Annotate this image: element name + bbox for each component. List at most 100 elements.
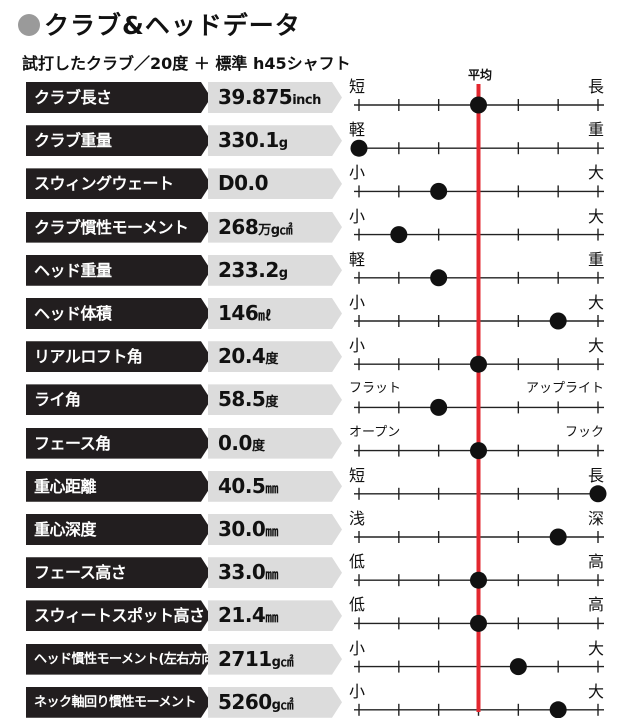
row-value: 20.4度: [208, 341, 342, 372]
row-name: ヘッド体積: [26, 298, 211, 329]
scale-left-label: 浅: [349, 509, 366, 528]
data-point-marker: [430, 269, 448, 287]
row-value-unit: ㎜: [265, 481, 278, 497]
scale-right-label: 大: [587, 206, 604, 226]
row-name: ライ角: [26, 384, 211, 415]
data-point-marker: [470, 355, 487, 373]
row-value: 21.4㎜: [208, 600, 342, 631]
row-name: 重心距離: [26, 471, 211, 502]
scale-left-label: 低: [349, 552, 366, 572]
row-value: D0.0: [208, 168, 342, 199]
data-point-marker: [390, 226, 408, 244]
scale-right-label: 重: [587, 249, 604, 269]
data-point-marker: [509, 658, 527, 676]
data-point-marker: [549, 701, 567, 718]
row-value: 30.0㎜: [208, 514, 342, 545]
row-value-unit: g: [278, 136, 288, 152]
scale-left-label: 低: [349, 595, 366, 615]
row-value-number: 330.1: [218, 128, 279, 153]
row-value-number: 5260: [218, 689, 272, 714]
row-name: スウィートスポット高さ: [26, 600, 211, 631]
scale-right-label: 高: [587, 552, 604, 572]
row-value-number: 58.5: [218, 387, 266, 412]
table-row: フェース角 0.0度 オープン フック: [0, 423, 640, 466]
row-value: 39.875inch: [208, 82, 342, 113]
row-value: 5260g㎠: [208, 687, 342, 718]
data-point-marker: [589, 485, 607, 503]
row-value-unit: g㎠: [271, 654, 293, 670]
row-value-unit: ㎜: [265, 611, 278, 627]
bullet-circle-icon: [18, 14, 40, 36]
data-point-marker: [549, 528, 567, 546]
row-value-unit: ㎖: [258, 309, 271, 324]
row-name: ヘッド重量: [26, 255, 211, 286]
data-point-marker: [470, 571, 487, 589]
row-value-number: 0.0: [218, 430, 252, 455]
table-row: クラブ重量 330.1g 軽重: [0, 120, 640, 163]
row-value: 33.0㎜: [208, 557, 342, 588]
scale-right-label: 長: [587, 77, 604, 96]
data-point-marker: [430, 398, 448, 416]
row-value-unit: 度: [265, 352, 278, 368]
scale-left-label: フラット: [349, 381, 402, 397]
scale-left-label: 小: [349, 336, 366, 356]
row-value-number: D0.0: [218, 171, 269, 196]
scale-right-label: 大: [587, 163, 604, 183]
row-value: 233.2g: [208, 255, 342, 286]
data-point-marker: [470, 614, 487, 632]
scale-right-label: 重: [587, 120, 604, 140]
row-value-unit: g㎠: [271, 697, 293, 713]
scale-left-label: 小: [349, 293, 366, 312]
table-row: クラブ長さ 39.875inch 短長: [0, 77, 640, 120]
row-name: ネック軸回り慣性モーメント: [26, 687, 211, 718]
row-value-number: 20.4: [218, 344, 266, 369]
chart-title: クラブ&ヘッドデータ: [18, 6, 301, 42]
row-value: 58.5度: [208, 384, 342, 415]
scale-left-label: 小: [349, 163, 366, 183]
scale-right-label: 大: [587, 293, 604, 312]
scale-right-label: 大: [587, 681, 604, 701]
row-value-number: 268: [218, 214, 259, 239]
row-value-unit: g: [278, 265, 288, 281]
row-name: フェース高さ: [26, 557, 211, 588]
row-value: 268万g㎠: [208, 212, 342, 243]
row-value-unit: ㎜: [265, 525, 278, 540]
row-value-number: 33.0: [218, 560, 266, 585]
row-value-unit: ㎜: [265, 568, 278, 584]
row-value-number: 146: [218, 301, 259, 325]
row-name: ヘッド慣性モーメント(左右方向): [26, 644, 211, 675]
row-value-unit: 度: [251, 438, 265, 454]
row-value: 40.5㎜: [208, 471, 342, 502]
row-name: クラブ重量: [26, 125, 211, 156]
row-value-unit: inch: [292, 93, 321, 108]
scale-left-label: 短: [349, 77, 366, 96]
table-row: ヘッド重量 233.2g 軽重: [0, 250, 640, 293]
row-value-number: 233.2: [218, 257, 279, 282]
row-value-number: 21.4: [218, 603, 266, 628]
scale-right-label: 深: [587, 509, 604, 528]
data-point-marker: [430, 182, 448, 200]
row-value: 0.0度: [208, 428, 342, 459]
scale-right-label: フック: [564, 424, 604, 440]
row-value: 146㎖: [208, 298, 342, 329]
scale-right-label: アップライト: [525, 381, 604, 397]
scale-left-label: オープン: [349, 424, 401, 440]
row-name: フェース角: [26, 428, 211, 459]
row-name: リアルロフト角: [26, 341, 211, 372]
scale-left-label: 小: [349, 681, 366, 701]
row-value: 330.1g: [208, 125, 342, 156]
row-value-number: 30.0: [218, 517, 266, 541]
data-point-marker: [470, 96, 487, 114]
chart-title-text: クラブ&ヘッドデータ: [44, 11, 301, 40]
row-value-unit: 度: [265, 395, 278, 411]
average-label: 平均: [467, 68, 492, 82]
scale-left-label: 小: [349, 206, 366, 226]
